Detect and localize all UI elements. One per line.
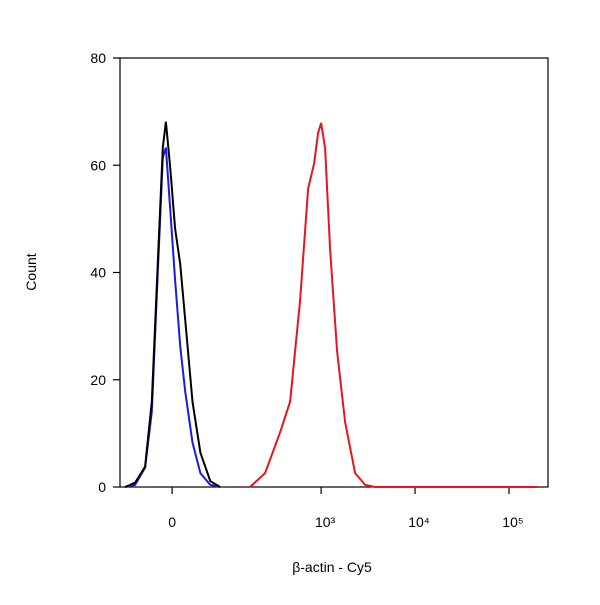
y-tick-label: 60 bbox=[90, 157, 106, 173]
x-tick-label: 10⁵ bbox=[502, 514, 523, 530]
x-tick-label: 10⁴ bbox=[408, 514, 430, 530]
y-tick-label: 0 bbox=[98, 479, 106, 495]
y-axis-label: Count bbox=[23, 253, 39, 290]
histogram-line bbox=[249, 122, 538, 488]
plot-frame bbox=[119, 57, 549, 488]
x-axis-label: β-actin - Cy5 bbox=[292, 559, 372, 575]
y-tick-label: 20 bbox=[90, 372, 106, 388]
y-tick-label: 80 bbox=[90, 50, 106, 66]
y-tick-label: 40 bbox=[90, 265, 106, 281]
x-tick-label: 10³ bbox=[315, 514, 336, 530]
x-tick-label: 0 bbox=[168, 514, 176, 530]
histogram-line bbox=[124, 121, 221, 488]
